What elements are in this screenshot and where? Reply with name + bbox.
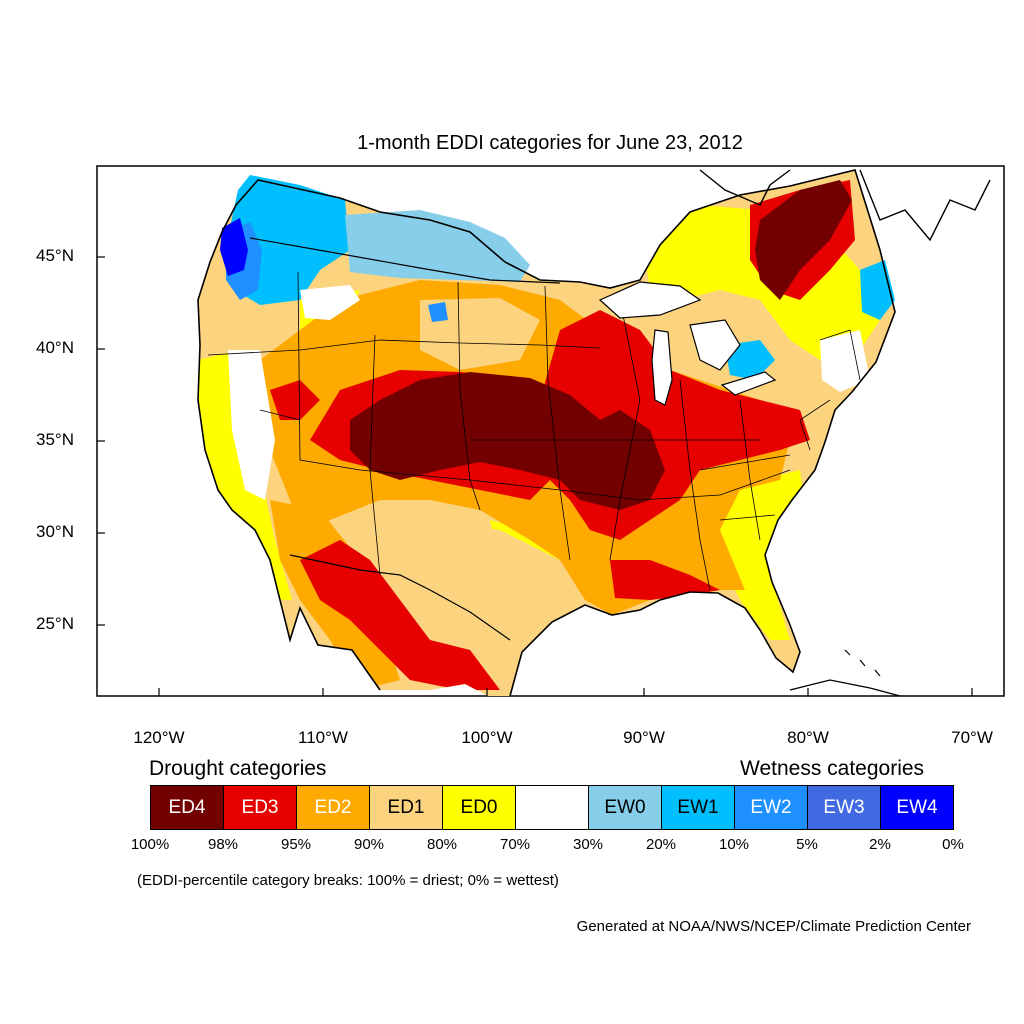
lon-label-100w: 100°W xyxy=(461,728,513,747)
lat-label-40: 40°N xyxy=(36,338,74,357)
state-boundaries xyxy=(207,271,861,591)
legend-percentile-label: 10% xyxy=(718,836,750,853)
lon-label-90w: 90°W xyxy=(623,728,665,747)
ed4-region-michigan xyxy=(755,180,852,300)
canada-border xyxy=(249,237,561,284)
legend-box-ed0: ED0 xyxy=(442,785,516,830)
legend-percentile-label: 98% xyxy=(207,836,239,853)
neutral-region-california xyxy=(228,350,275,500)
ed3-region-southwest xyxy=(300,540,500,690)
ew1-region-ohio xyxy=(725,340,775,380)
lake-michigan xyxy=(651,329,673,406)
drought-categories-heading: Drought categories xyxy=(149,757,327,780)
legend-box-ed3: ED3 xyxy=(223,785,297,830)
cuba xyxy=(789,679,901,696)
legend-box-ew2: EW2 xyxy=(734,785,808,830)
map-title: 1-month EDDI categories for June 23, 201… xyxy=(357,132,743,154)
lat-label-30: 30°N xyxy=(36,522,74,541)
lake-superior xyxy=(598,281,702,319)
ed3-region-gulf xyxy=(610,560,720,600)
northern-coastline xyxy=(699,169,991,242)
lat-label-35: 35°N xyxy=(36,430,74,449)
mexico-border xyxy=(289,554,511,641)
legend-percentile-label: 5% xyxy=(796,836,818,853)
ew0-region-northern xyxy=(345,210,530,282)
axis-ticks xyxy=(97,256,973,696)
legend-percentile-label: 30% xyxy=(572,836,604,853)
legend-percentile-label: 95% xyxy=(280,836,312,853)
legend-percentile-label: 90% xyxy=(353,836,385,853)
ed4-region-central xyxy=(350,372,665,510)
lon-label-120w: 120°W xyxy=(133,728,185,747)
neutral-region-newengland xyxy=(820,330,870,392)
legend-box-ed2: ED2 xyxy=(296,785,370,830)
lon-label-70w: 70°W xyxy=(951,728,993,747)
credit-line: Generated at NOAA/NWS/NCEP/Climate Predi… xyxy=(576,918,971,935)
legend-percentile-label: 70% xyxy=(499,836,531,853)
lon-label-80w: 80°W xyxy=(787,728,829,747)
coastline xyxy=(197,169,896,696)
lat-label-25: 25°N xyxy=(36,614,74,633)
legend-box-ew4: EW4 xyxy=(880,785,954,830)
ew4-region-coast xyxy=(220,218,248,276)
legend-percentile-label: 80% xyxy=(426,836,458,853)
legend-percentile-label: 100% xyxy=(130,836,170,853)
ed1-region-dakotas xyxy=(420,298,540,370)
legend-percentile-label: 2% xyxy=(869,836,891,853)
wetness-categories-heading: Wetness categories xyxy=(740,757,925,780)
ed1-region-texas xyxy=(430,520,575,640)
ed3-region-nevada xyxy=(270,380,320,420)
legend-box-ed1: ED1 xyxy=(369,785,443,830)
legend-box-ed4: ED4 xyxy=(150,785,224,830)
legend-note: (EDDI-percentile category breaks: 100% =… xyxy=(137,872,559,889)
bahamas xyxy=(844,649,881,677)
legend-box-ew0: EW0 xyxy=(588,785,662,830)
legend-box-ew1: EW1 xyxy=(661,785,735,830)
lake-erie xyxy=(720,371,777,396)
lon-label-110w: 110°W xyxy=(298,728,348,747)
legend-percentile-label: 20% xyxy=(645,836,677,853)
neutral-region-idaho xyxy=(300,285,360,320)
legend-percentile-label: 0% xyxy=(942,836,964,853)
legend-box-neutral xyxy=(515,785,589,830)
lat-label-45: 45°N xyxy=(36,246,74,265)
lake-huron xyxy=(689,319,741,371)
legend-box-ew3: EW3 xyxy=(807,785,881,830)
ew2-region-idaho xyxy=(428,302,448,322)
